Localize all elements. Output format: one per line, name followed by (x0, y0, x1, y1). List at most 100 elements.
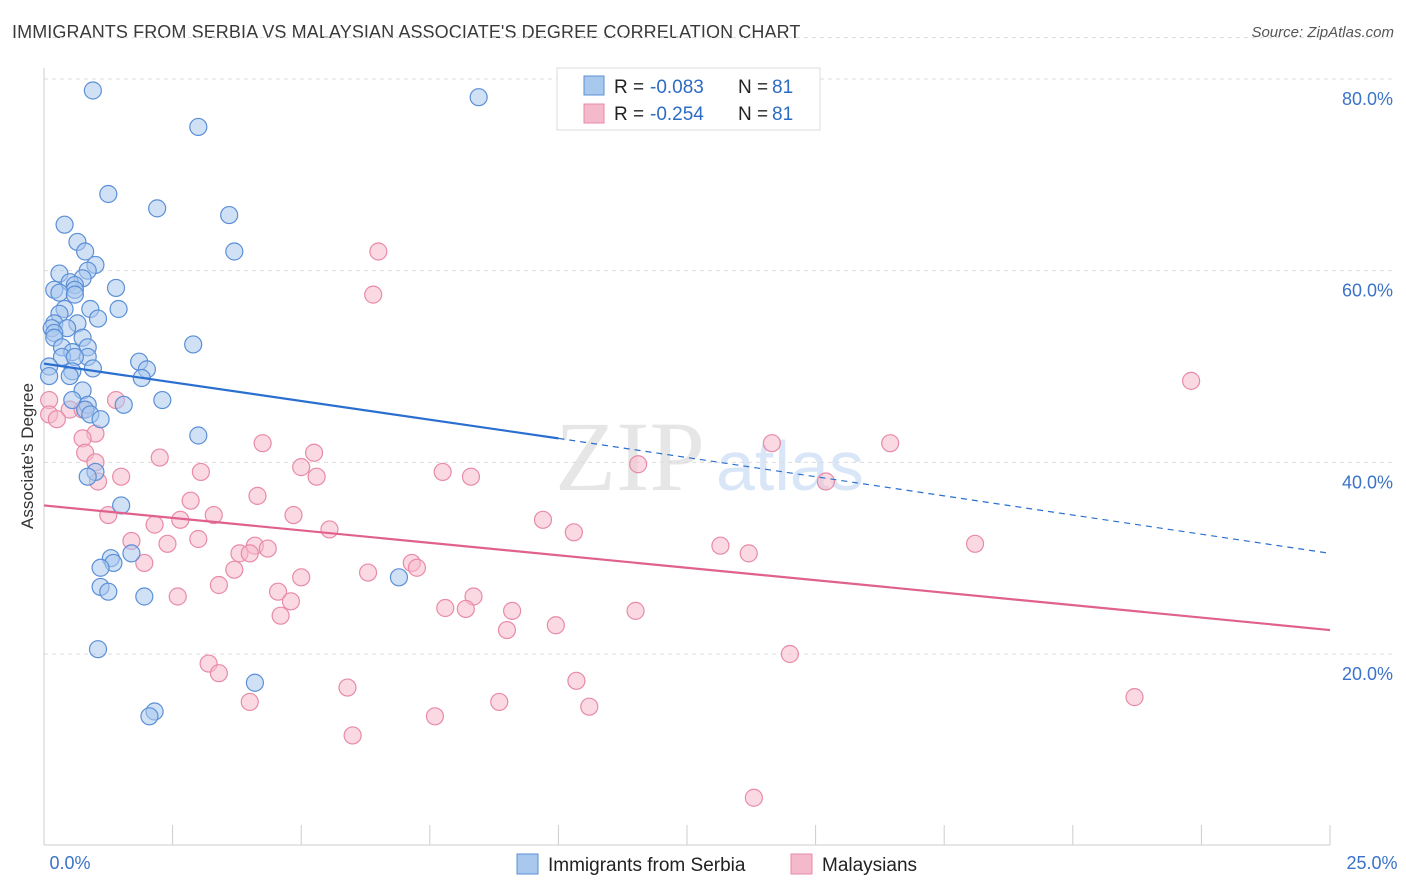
serbia-point-23 (109, 299, 128, 319)
malaysians-point-24 (461, 467, 481, 486)
serbia-point-5 (220, 205, 239, 225)
series-serbia (40, 81, 488, 726)
malaysians-point-74 (425, 707, 445, 726)
malaysians-point-11 (253, 434, 272, 453)
bottom-legend-label-serbia: Immigrants from Serbia (548, 855, 746, 876)
malaysians-point-58 (271, 606, 290, 625)
serbia-point-45 (40, 366, 59, 386)
y-tick-label-40: 40.0% (1342, 472, 1393, 492)
bottom-legend-swatch-malaysians (790, 853, 813, 875)
serbia-point-64 (389, 568, 409, 587)
malaysians-point-54 (268, 582, 288, 601)
malaysians-point-41 (258, 539, 277, 558)
serbia-point-66 (99, 582, 118, 601)
serbia-point-35 (184, 335, 203, 354)
malaysians-point-12 (762, 434, 781, 453)
malaysians-point-2 (1182, 371, 1201, 390)
malaysians-point-16 (150, 448, 169, 467)
serbia-point-58 (78, 467, 97, 486)
serbia-point-43 (83, 359, 102, 378)
malaysians-point-22 (307, 467, 326, 486)
serbia-point-25 (88, 309, 108, 328)
malaysians-point-52 (292, 568, 311, 587)
legend-r-label-serbia: R = (614, 77, 644, 98)
malaysians-point-19 (292, 458, 311, 477)
malaysians-point-39 (189, 529, 208, 549)
watermark: ZIP atlas (555, 401, 864, 512)
serbia-point-6 (55, 215, 74, 234)
malaysians-point-34 (533, 510, 553, 529)
y-tick-label-80: 80.0% (1342, 89, 1393, 109)
serbia-point-60 (122, 544, 141, 563)
trend-line-malaysians (43, 504, 1331, 632)
malaysians-point-57 (281, 592, 301, 611)
malaysians-point-59 (436, 598, 455, 618)
legend-n-value-serbia: 81 (772, 77, 793, 98)
serbia-point-1 (469, 88, 488, 107)
trend-line-serbia-solid (43, 362, 559, 440)
legend-r-label-malaysians: R = (614, 104, 644, 125)
series-malaysians (40, 242, 1201, 807)
x-tick-label-min: 0.0% (49, 853, 90, 873)
correlation-legend: R = -0.083 N = 81 R = -0.254 N = 81 (556, 67, 821, 131)
malaysians-point-38 (158, 534, 177, 553)
serbia-point-2 (189, 117, 208, 137)
serbia-point-8 (225, 242, 244, 261)
serbia-point-19 (50, 283, 69, 302)
malaysians-point-50 (225, 560, 244, 579)
malaysians-point-63 (546, 616, 565, 635)
legend-r-value-serbia: -0.083 (650, 77, 704, 98)
malaysians-point-67 (209, 664, 228, 683)
malaysians-point-64 (497, 620, 517, 640)
serbia-point-71 (140, 707, 159, 726)
serbia-point-50 (153, 390, 172, 410)
legend-n-value-malaysians: 81 (772, 104, 793, 125)
malaysians-point-27 (248, 486, 267, 505)
serbia-point-4 (148, 199, 167, 218)
malaysians-point-47 (135, 553, 154, 573)
serbia-point-53 (114, 395, 133, 414)
malaysians-point-69 (338, 678, 357, 697)
malaysians-point-61 (626, 601, 645, 620)
malaysians-point-21 (191, 462, 210, 482)
malaysians-point-0 (369, 242, 388, 261)
source-label: Source: ZipAtlas.com (1251, 24, 1394, 41)
malaysians-point-45 (240, 544, 259, 563)
malaysians-point-23 (112, 467, 131, 486)
malaysians-point-42 (711, 536, 730, 555)
malaysians-point-13 (881, 434, 900, 453)
malaysians-point-8 (47, 410, 66, 429)
malaysians-point-51 (358, 563, 378, 582)
serbia-point-9 (76, 242, 95, 261)
y-tick-label-60: 60.0% (1342, 281, 1393, 301)
malaysians-point-20 (433, 462, 452, 482)
serbia-point-20 (65, 285, 84, 304)
x-tick-label-max: 25.0% (1346, 853, 1397, 873)
malaysians-point-43 (965, 534, 985, 553)
malaysians-point-35 (320, 520, 339, 539)
malaysians-point-18 (629, 455, 648, 474)
y-tick-labels: 20.0% 40.0% 60.0% 80.0% (1342, 89, 1393, 684)
y-axis-label: Associate's Degree (18, 383, 37, 529)
legend-n-label-serbia: N = (738, 77, 768, 98)
malaysians-point-75 (343, 726, 362, 745)
serbia-point-56 (189, 426, 208, 445)
malaysians-point-1 (364, 285, 383, 304)
serbia-point-16 (106, 278, 126, 298)
watermark-atlas: atlas (716, 427, 864, 505)
bottom-legend-swatch-serbia (516, 853, 539, 875)
serbia-point-46 (60, 366, 79, 386)
malaysians-point-70 (1125, 688, 1144, 707)
malaysians-point-72 (490, 692, 509, 712)
malaysians-point-49 (407, 558, 427, 577)
legend-swatch-serbia (583, 75, 605, 96)
x-tick-marks (43, 825, 1331, 845)
serbia-point-67 (135, 587, 154, 606)
trend-line-serbia-dashed (558, 437, 1331, 554)
malaysians-point-31 (284, 505, 303, 525)
chart-title: IMMIGRANTS FROM SERBIA VS MALAYSIAN ASSO… (12, 22, 801, 42)
serbia-point-68 (88, 640, 108, 659)
bottom-legend-label-malaysians: Malaysians (822, 855, 917, 876)
malaysians-point-46 (739, 544, 758, 563)
